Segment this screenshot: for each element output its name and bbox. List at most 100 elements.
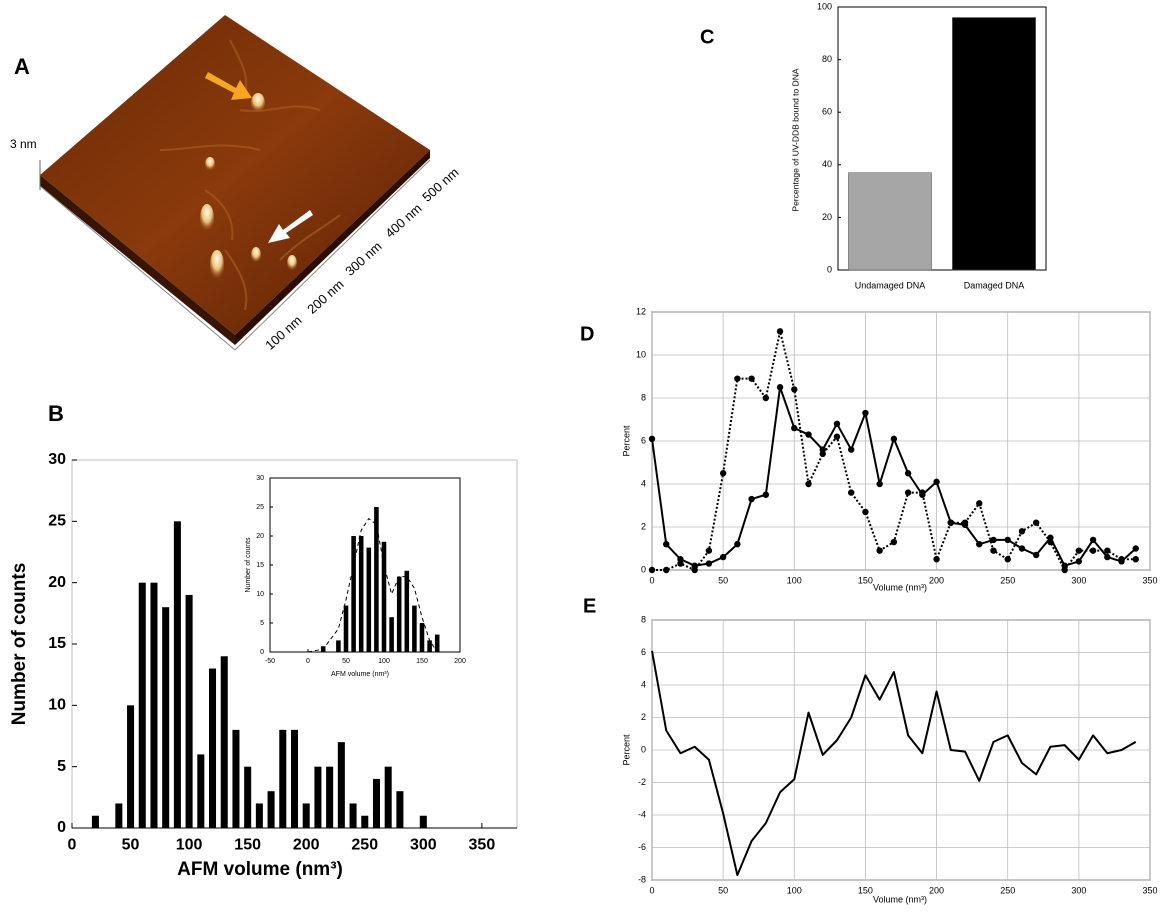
y-tick-label: 0 (57, 819, 66, 836)
bar (384, 766, 392, 828)
marker (663, 541, 670, 548)
x-tick-label: Undamaged DNA (855, 280, 926, 290)
protein-peak (287, 255, 297, 271)
bar (232, 729, 240, 828)
dna-strand (159, 39, 341, 311)
marker (791, 424, 798, 432)
marker (762, 491, 770, 498)
y-tick-label: -4 (638, 809, 646, 819)
y-axis-label: Number of counts (9, 563, 30, 726)
x-tick-label: 350 (1142, 575, 1157, 585)
chart-panel: -8 -6 -4 -2 0 2 4 6 8 0 50 100 150 200 250 300 350 E Volum… (583, 595, 1158, 904)
y-tick-label: -2 (638, 777, 646, 787)
bar (185, 594, 193, 828)
bar (349, 803, 357, 828)
marker (1004, 556, 1011, 563)
bar (343, 605, 349, 652)
marker (1132, 545, 1139, 552)
bar (267, 791, 275, 828)
series-line (652, 330, 1136, 571)
bar (209, 668, 217, 828)
marker (904, 489, 912, 496)
bar (404, 570, 410, 652)
x-tick-label: 350 (1142, 885, 1157, 895)
bar (361, 815, 369, 828)
panel-label: C (700, 26, 714, 48)
marker (734, 541, 741, 548)
marker (719, 553, 727, 561)
x-tick-label: 100 (787, 885, 802, 895)
protein-peak (251, 247, 261, 263)
y-tick-label: 15 (256, 562, 264, 569)
marker (677, 560, 684, 567)
x-tick-label: 0 (306, 658, 310, 665)
marker (1104, 547, 1111, 554)
afm-surface (40, 15, 430, 335)
y-tick-label: 20 (256, 533, 264, 540)
afm-side (235, 150, 430, 345)
x-tick-label: 50 (718, 885, 728, 895)
bar (419, 623, 425, 652)
marker (762, 394, 770, 402)
y-tick-label: 20 (48, 574, 66, 591)
marker (1061, 566, 1068, 574)
y-tick-label: -8 (638, 874, 646, 884)
axis-label: 300 nm (342, 239, 384, 279)
bar (419, 815, 427, 828)
marker (748, 375, 755, 382)
marker (1047, 538, 1054, 546)
panel-label: D (580, 323, 594, 345)
bar (412, 605, 417, 652)
marker (976, 500, 983, 507)
marker (776, 384, 784, 391)
y-tick-label: 20 (822, 212, 832, 222)
x-tick-label: 200 (929, 885, 944, 895)
x-tick-label: 50 (718, 575, 728, 585)
x-tick-label: 0 (68, 837, 77, 854)
bar (279, 729, 287, 828)
panel-label: A (14, 54, 30, 79)
marker (1032, 519, 1040, 526)
x-tick-label: 0 (649, 885, 654, 895)
bar (427, 640, 432, 652)
y-axis-label: Percent (621, 734, 631, 766)
bar (150, 582, 158, 828)
y-tick-label: 8 (641, 392, 646, 402)
bar (244, 766, 252, 828)
bar (302, 803, 310, 828)
marker (1132, 556, 1139, 563)
y-tick-label: 0 (260, 649, 264, 656)
protein-peak (205, 157, 215, 171)
marker (961, 519, 969, 526)
y-tick-label: 10 (48, 697, 66, 714)
marker (890, 435, 898, 443)
bar (127, 705, 135, 828)
panel-label: E (583, 595, 596, 617)
bar (351, 536, 356, 652)
y-tick-label: 5 (57, 758, 66, 775)
y-tick-label: 8 (641, 614, 646, 624)
marker (791, 386, 798, 393)
arrow-orange (205, 72, 252, 100)
marker (1075, 547, 1083, 554)
bar (173, 521, 181, 828)
marker (719, 470, 727, 477)
x-tick-label: 250 (351, 837, 378, 854)
x-tick-label: 100 (787, 575, 802, 585)
marker (748, 495, 755, 503)
arrow-white (268, 210, 313, 243)
series-line (651, 650, 1137, 877)
x-axis-label: AFM volume (nm³) (331, 671, 389, 678)
x-tick-label: -50 (265, 658, 275, 665)
panel-label: B (48, 401, 64, 426)
y-tick-label: 6 (641, 435, 646, 445)
bar (138, 582, 146, 828)
chart-panel: 0 20 40 60 80 100 C Percentage of UV-DDB bound … (700, 1, 1047, 290)
y-tick-label: 2 (641, 712, 646, 722)
x-axis-label: Volume (nm³) (873, 582, 927, 592)
marker (919, 489, 926, 496)
marker (862, 409, 869, 417)
marker (1089, 536, 1097, 544)
x-tick-label: 300 (410, 837, 437, 854)
